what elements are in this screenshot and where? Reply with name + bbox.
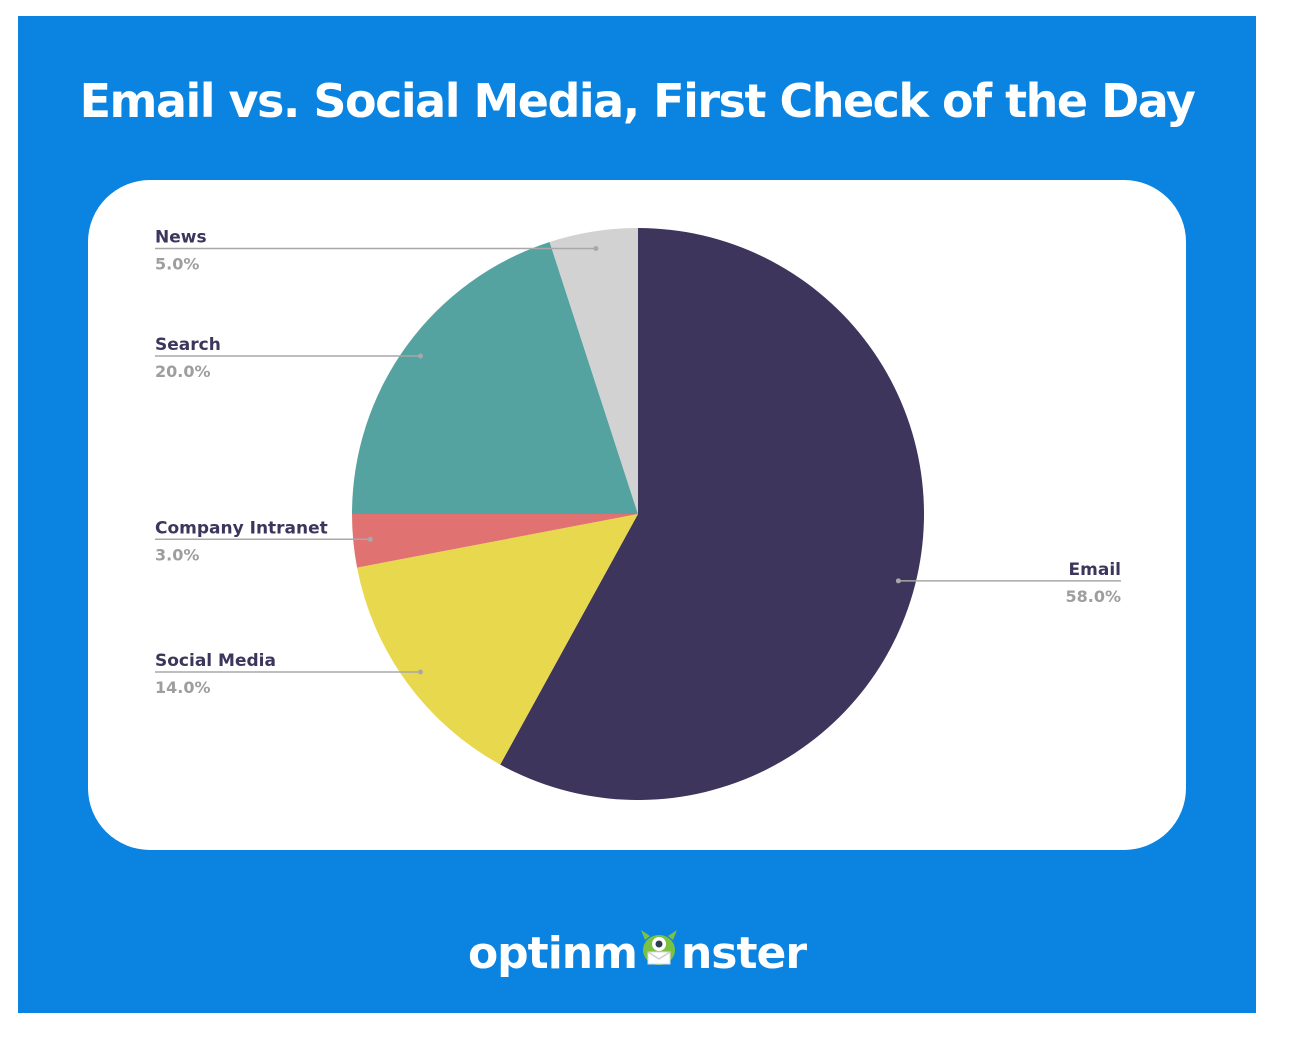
infographic-background: Email vs. Social Media, First Check of t…: [18, 16, 1256, 1013]
monster-mascot-icon: [639, 926, 679, 979]
slice-label-search: Search: [155, 335, 221, 355]
pie-slice-search: [352, 241, 638, 514]
slice-label-email: Email: [1069, 560, 1121, 580]
slice-value-news: 5.0%: [155, 254, 199, 273]
slice-value-social-media: 14.0%: [155, 678, 211, 697]
slice-value-email: 58.0%: [1065, 587, 1121, 606]
leader-dot-social-media: [418, 669, 424, 675]
pie-slice-social-media: [357, 514, 638, 765]
slice-value-company-intranet: 3.0%: [155, 545, 199, 564]
leader-dot-email: [895, 578, 901, 584]
pie-slice-company-intranet: [352, 514, 638, 568]
leader-dot-company-intranet: [367, 536, 373, 542]
leader-dot-news: [593, 245, 599, 251]
leader-dot-search: [418, 353, 424, 359]
pie-chart: Email 58.0% Social Media 14.0% Company Intra…: [155, 227, 1121, 800]
logo-text-left: optinm: [467, 928, 638, 979]
slice-value-search: 20.0%: [155, 362, 211, 381]
pie-slice-email: [500, 228, 924, 800]
slice-label-social-media: Social Media: [155, 651, 276, 671]
chart-title: Email vs. Social Media, First Check of t…: [79, 74, 1196, 128]
slice-label-news: News: [155, 227, 207, 247]
pie-slice-news: [549, 228, 638, 514]
slice-label-company-intranet: Company Intranet: [155, 518, 328, 538]
optinmonster-logo: optinm nster: [18, 928, 1256, 979]
chart-card: Email 58.0% Social Media 14.0% Company Intra…: [88, 180, 1186, 850]
logo-text-right: nster: [680, 928, 807, 979]
